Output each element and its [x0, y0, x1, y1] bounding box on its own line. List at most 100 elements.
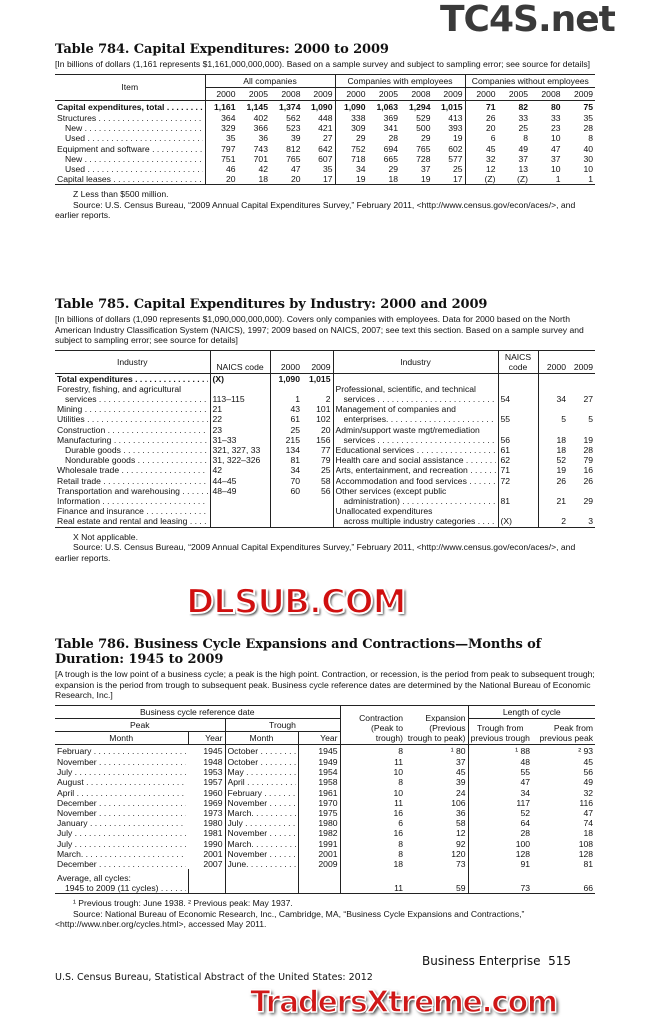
row-label: May [225, 767, 299, 778]
naics-code: 48–49 [210, 485, 271, 496]
source-note: Source: U.S. Census Bureau, “2009 Annual… [55, 542, 576, 563]
value-2000: 18 [556, 444, 566, 455]
value-cell: 39 [290, 133, 301, 144]
row-label-text: Arts, entertainment, and recreation [336, 465, 496, 475]
average-value: 66 [583, 883, 594, 894]
table-row: Used353639272928291968108 [55, 133, 595, 144]
value-cell: 81 [583, 859, 594, 870]
table-785-note: [In billions of dollars (1,090 represent… [55, 314, 584, 345]
row-label-text: Retail trade [57, 476, 208, 486]
col-header-year: Year [188, 731, 226, 745]
row-label-text: November [57, 757, 186, 767]
value-cell: ² 93 [578, 745, 594, 756]
naics-code: 31, 322–326 [210, 455, 271, 466]
cell [340, 869, 405, 883]
value-cell: 1 [555, 174, 561, 185]
row-label: Retail trade [55, 475, 211, 486]
cell [532, 869, 595, 883]
value-cell: 1945 [188, 744, 226, 757]
row-label-text: July [57, 767, 186, 777]
row-label: Structures [55, 113, 206, 124]
value-2009: 16 [583, 465, 593, 476]
value-2009 [568, 425, 595, 435]
row-label: Management of companies and [333, 404, 499, 415]
cell [188, 883, 226, 894]
row-label [333, 373, 499, 384]
value-cell: 128 [578, 848, 594, 859]
row-label-text: New [65, 154, 203, 164]
row-label: Professional, scientific, and technical [333, 383, 499, 394]
value-cell: 47 [583, 808, 594, 819]
value-2000 [270, 506, 302, 516]
table-785: Industry NAICS code 2000 2009 Industry N… [55, 349, 595, 528]
value-cell: 55 [520, 767, 531, 778]
col-header-year: Year [298, 731, 341, 745]
naics-code: 55 [498, 414, 539, 425]
row-label: Durable goods [55, 444, 211, 456]
value-2009: 77 [302, 444, 334, 456]
value-cell: ¹ 88 [515, 745, 531, 756]
row-label: services [333, 434, 499, 445]
table-row: Capital leases2018201719181917(Z)(Z)11 [55, 174, 595, 185]
value-2009 [302, 495, 334, 507]
row-label: July [225, 818, 299, 829]
value-cell: 1981 [188, 828, 226, 839]
value-cell: 751 [221, 153, 236, 164]
page-number: 515 [548, 954, 572, 968]
row-label: February [225, 787, 299, 798]
watermark-tc4s-logo: TC4S.net [440, 0, 616, 40]
row-label-text: services [65, 394, 208, 404]
naics-code: 61 [498, 444, 539, 456]
value-cell: 1990 [188, 838, 226, 849]
row-label-text: November [228, 798, 296, 808]
header-trough: Trough [225, 718, 341, 732]
naics-code [498, 404, 539, 415]
year-header: 2008 [411, 88, 431, 99]
row-label: February [55, 744, 188, 757]
value-cell: 46 [225, 164, 236, 175]
value-cell: 12 [485, 164, 496, 175]
value-cell: 35 [302, 164, 336, 175]
value-cell: 797 [221, 143, 236, 154]
row-label-text: Durable goods [65, 445, 208, 455]
value-cell: 8 [588, 133, 594, 144]
naics-code: 42 [210, 465, 271, 476]
row-label-text: March. [228, 808, 296, 818]
value-cell: 8 [398, 848, 404, 859]
value-cell: 1969 [188, 797, 226, 809]
naics-code [498, 485, 539, 496]
row-label-text: Construction [57, 425, 208, 435]
value-2009 [568, 384, 595, 394]
row-label-text: New [65, 123, 203, 133]
value-2000: 21 [556, 495, 566, 506]
watermark-dlsub-logo: DLSUB.COM [185, 582, 408, 622]
table-row: Finance and insurance Unallocated expendi… [55, 506, 595, 517]
row-label-text: Admin/support waste mgt/remediation [335, 424, 480, 435]
row-label-text: Mining [57, 404, 208, 414]
value-cell: 34 [355, 164, 366, 175]
row-label-text: Professional, scientific, and technical [335, 383, 476, 394]
row-label-text: April [57, 788, 186, 798]
row-label-text: Forestry, fishing, and agricultural [57, 383, 182, 394]
table-row: February1945October19458¹ 80¹ 88² 93 [55, 744, 595, 757]
value-2009: 2 [302, 393, 334, 405]
value-cell: 11 [394, 757, 404, 767]
value-cell: 19 [420, 174, 431, 185]
table-row: Real estate and rental and leasing across… [55, 516, 595, 528]
naics-code [210, 383, 271, 394]
value-cell: 329 [221, 123, 236, 134]
value-cell: 25 [432, 164, 466, 175]
naics-code: 81 [498, 495, 539, 507]
table-786-footnotes: ¹ Previous trough: June 1938. ² Previous… [55, 898, 595, 930]
cell [225, 869, 299, 884]
value-cell: 49 [583, 777, 594, 788]
table-row: Transportation and warehousing48–49 6056O… [55, 485, 595, 496]
col-header-naics: NAICS code [210, 350, 271, 373]
row-label: Other services (except public [333, 485, 499, 496]
